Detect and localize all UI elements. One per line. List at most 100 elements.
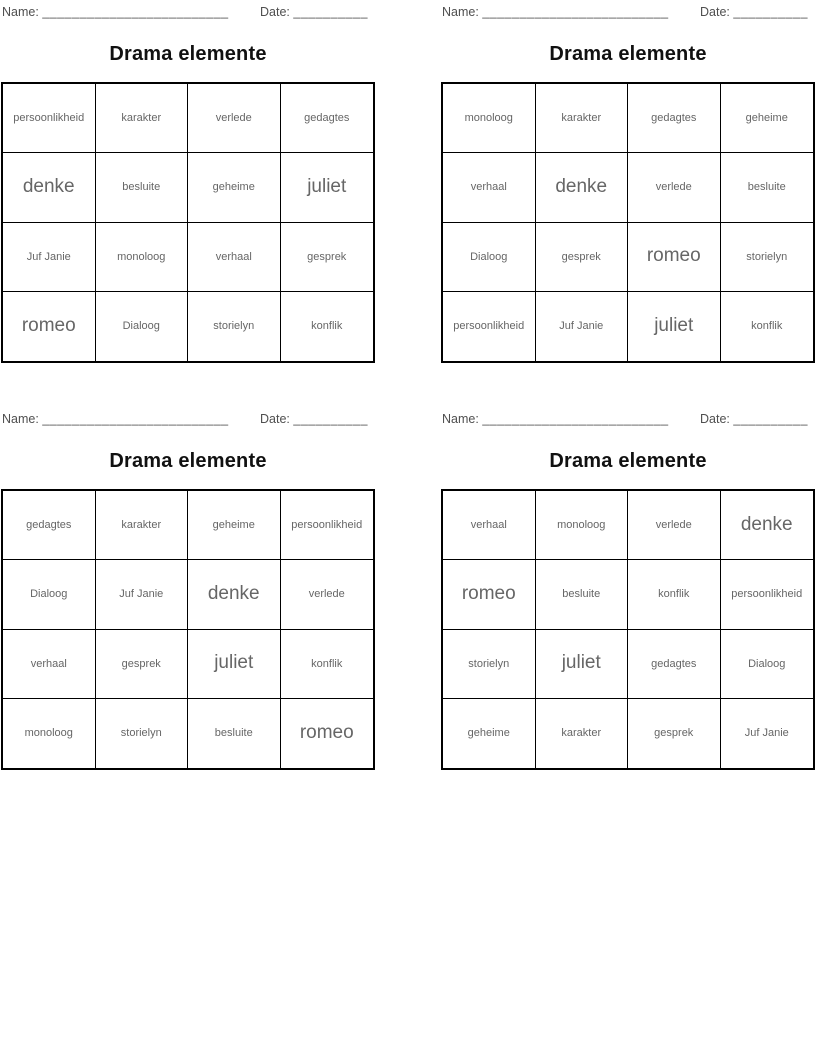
bingo-cell: besluite	[720, 153, 813, 223]
bingo-word: monoloog	[117, 250, 166, 263]
bingo-card-1: Name: _________________________ Date: __…	[1, 5, 375, 363]
bingo-cell: verlede	[280, 560, 373, 630]
bingo-cell: verlede	[628, 153, 721, 223]
name-label: Name:	[2, 412, 39, 426]
date-blank-line: __________	[293, 412, 368, 426]
bingo-word: monoloog	[464, 112, 513, 125]
bingo-cell: monoloog	[95, 222, 188, 292]
date-blank-line: __________	[733, 412, 808, 426]
bingo-word: gesprek	[561, 250, 601, 263]
bingo-word: Dialoog	[470, 250, 508, 263]
bingo-cell: storielyn	[96, 698, 188, 768]
name-label: Name:	[442, 5, 479, 19]
bingo-word: konflik	[311, 320, 343, 333]
bingo-cell: Dialoog	[443, 222, 536, 292]
bingo-word: verlede	[655, 519, 692, 532]
bingo-word: konflik	[658, 588, 690, 601]
name-date-row: Name: _________________________ Date: __…	[2, 412, 375, 428]
bingo-cell: gedagtes	[280, 84, 373, 154]
bingo-word: gedagtes	[304, 112, 350, 125]
bingo-word: karakter	[121, 112, 162, 125]
date-blank-line: __________	[733, 5, 808, 19]
bingo-word: gesprek	[307, 250, 347, 263]
bingo-cell: geheime	[720, 84, 813, 154]
bingo-word: romeo	[461, 582, 516, 604]
date-field: Date: __________	[260, 412, 368, 426]
bingo-word: gedagtes	[651, 657, 697, 670]
bingo-cell: besluite	[95, 153, 188, 223]
bingo-cell: verlede	[188, 84, 281, 154]
date-field: Date: __________	[700, 5, 808, 19]
bingo-word: geheime	[467, 727, 510, 740]
date-blank-line: __________	[293, 5, 368, 19]
bingo-cell: persoonlikheid	[280, 491, 373, 561]
bingo-word: verlede	[215, 112, 252, 125]
bingo-cell: karakter	[95, 491, 188, 561]
bingo-cell: storielyn	[188, 291, 281, 361]
name-date-row: Name: _________________________ Date: __…	[2, 5, 375, 21]
bingo-word: storielyn	[746, 250, 788, 263]
bingo-word: verhaal	[470, 519, 507, 532]
bingo-word: denke	[22, 175, 75, 197]
bingo-word: juliet	[654, 314, 694, 336]
bingo-word: persoonlikheid	[13, 112, 85, 125]
bingo-cell: verhaal	[443, 491, 536, 561]
bingo-cell: juliet	[535, 629, 628, 699]
bingo-word: gedagtes	[651, 112, 697, 125]
bingo-cell: gesprek	[535, 222, 628, 292]
bingo-cell: geheime	[443, 698, 536, 768]
name-blank-line: _________________________	[42, 5, 229, 19]
card-title: Drama elemente	[549, 43, 707, 65]
name-field: Name: _________________________	[2, 5, 229, 19]
name-blank-line: _________________________	[482, 5, 669, 19]
bingo-cell: Juf Janie	[95, 560, 188, 630]
bingo-cell: juliet	[280, 153, 373, 223]
bingo-cell: karakter	[95, 84, 188, 154]
bingo-grid: monoloog karakter gedagtes geheime verhaal de…	[441, 82, 815, 363]
bingo-word: persoonlikheid	[731, 588, 803, 601]
bingo-cell: monoloog	[3, 698, 96, 768]
bingo-word: persoonlikheid	[453, 320, 525, 333]
bingo-word: karakter	[561, 727, 602, 740]
bingo-word: Dialoog	[122, 320, 160, 333]
bingo-word: konflik	[311, 657, 343, 670]
bingo-cell: juliet	[188, 629, 281, 699]
bingo-word: romeo	[646, 245, 701, 267]
bingo-word: verhaal	[470, 181, 507, 194]
bingo-word: persoonlikheid	[291, 519, 363, 532]
bingo-cell: gesprek	[280, 223, 373, 292]
bingo-word: geheime	[745, 112, 788, 125]
name-label: Name:	[442, 412, 479, 426]
bingo-word: besluite	[122, 181, 161, 194]
bingo-word: juliet	[561, 652, 601, 674]
bingo-cell: verhaal	[443, 153, 536, 223]
bingo-cell: verhaal	[188, 222, 281, 292]
name-blank-line: _________________________	[482, 412, 669, 426]
bingo-word: Juf Janie	[744, 727, 789, 740]
bingo-cell: karakter	[535, 84, 628, 154]
bingo-word: verlede	[308, 588, 345, 601]
bingo-word: geheime	[212, 181, 255, 194]
bingo-cell: gesprek	[628, 698, 721, 768]
bingo-cell: storielyn	[443, 629, 536, 699]
date-label: Date:	[260, 5, 290, 19]
bingo-word: karakter	[561, 112, 602, 125]
bingo-cell: monoloog	[535, 491, 628, 561]
bingo-cell: geheime	[188, 491, 281, 561]
bingo-cell: denke	[535, 153, 628, 223]
bingo-cell: monoloog	[443, 84, 536, 154]
bingo-cell: denke	[3, 153, 96, 223]
bingo-cell: Dialoog	[96, 291, 188, 361]
bingo-cell: verhaal	[3, 629, 96, 699]
bingo-card-4: Name: _________________________ Date: __…	[441, 412, 815, 770]
bingo-cell: storielyn	[720, 223, 813, 292]
bingo-cell: gesprek	[95, 629, 188, 699]
bingo-card-3: Name: _________________________ Date: __…	[1, 412, 375, 770]
bingo-word: denke	[207, 582, 260, 604]
bingo-word: Juf Janie	[119, 588, 164, 601]
bingo-cell: gedagtes	[628, 84, 721, 154]
bingo-word: juliet	[214, 652, 254, 674]
bingo-word: monoloog	[24, 727, 73, 740]
bingo-word: besluite	[214, 727, 253, 740]
bingo-cell: konflik	[281, 292, 374, 361]
